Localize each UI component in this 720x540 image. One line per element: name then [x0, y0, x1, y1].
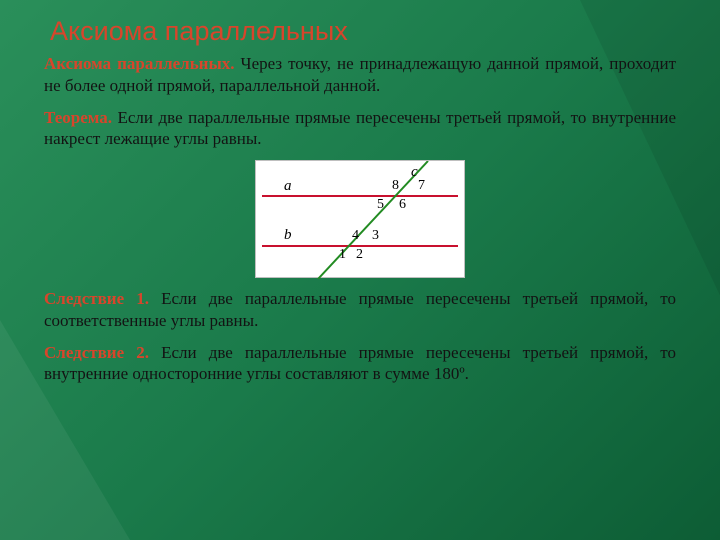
axiom-lead: Аксиома параллельных.	[44, 54, 235, 73]
corollary2-paragraph: Следствие 2. Если две параллельные прямы…	[44, 342, 676, 386]
corollary1-lead: Следствие 1.	[44, 289, 149, 308]
angle-1: 1	[339, 247, 346, 263]
angle-5: 5	[377, 197, 384, 213]
angle-4: 4	[352, 228, 359, 244]
label-c: c	[411, 164, 418, 181]
theorem-lead: Теорема.	[44, 108, 112, 127]
corollary1-paragraph: Следствие 1. Если две параллельные прямы…	[44, 288, 676, 332]
theorem-text: Если две параллельные прямые пересечены …	[44, 108, 676, 149]
axiom-paragraph: Аксиома параллельных. Через точку, не пр…	[44, 53, 676, 97]
angle-3: 3	[372, 228, 379, 244]
slide-content: Аксиома параллельных Аксиома параллельны…	[0, 0, 720, 540]
angle-2: 2	[356, 247, 363, 263]
label-a: a	[284, 178, 292, 195]
slide-title: Аксиома параллельных	[50, 16, 676, 47]
diagram-container: a b c 1 2 3 4 5 6 7 8	[44, 160, 676, 278]
angle-7: 7	[418, 178, 425, 194]
angle-8: 8	[392, 178, 399, 194]
parallel-lines-diagram: a b c 1 2 3 4 5 6 7 8	[255, 160, 465, 278]
label-b: b	[284, 227, 292, 244]
corollary2-lead: Следствие 2.	[44, 343, 149, 362]
angle-6: 6	[399, 197, 406, 213]
theorem-paragraph: Теорема. Если две параллельные прямые пе…	[44, 107, 676, 151]
